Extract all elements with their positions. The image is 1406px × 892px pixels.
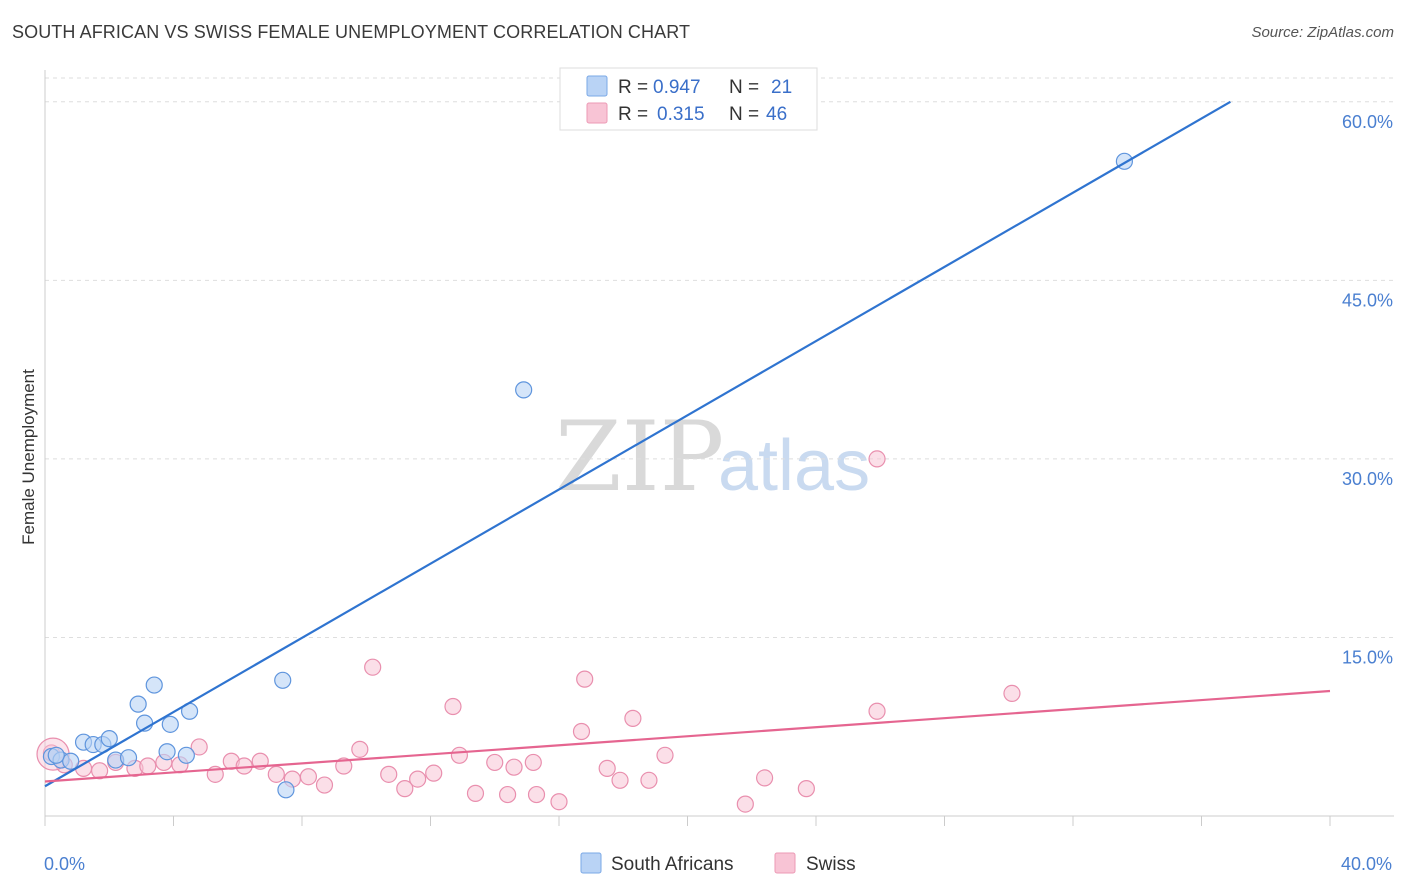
- series-legend: South Africans Swiss: [580, 852, 856, 875]
- swiss-point: [139, 757, 157, 775]
- swiss-point: [640, 771, 658, 789]
- swiss-point: [527, 785, 546, 804]
- axes: [44, 70, 1394, 817]
- south-african-point: [119, 749, 138, 767]
- swiss-trendline: [44, 689, 1331, 783]
- south-african-point: [277, 781, 295, 799]
- swiss-point: [267, 765, 285, 783]
- swiss-point: [190, 738, 208, 756]
- y-tick-labels: 15.0% 30.0% 45.0% 60.0%: [1342, 112, 1393, 668]
- legend-r-value-1: 0.947: [653, 77, 701, 98]
- south-african-point: [129, 695, 147, 713]
- swiss-point: [409, 770, 427, 788]
- bottom-legend-swatch-south-africans: [580, 852, 602, 874]
- swiss-point: [335, 757, 353, 775]
- swiss-point: [797, 780, 815, 798]
- swiss-point: [396, 780, 414, 798]
- y-tick-label: 45.0%: [1342, 290, 1393, 310]
- source-credit: Source: ZipAtlas.com: [1251, 24, 1394, 41]
- legend-r-label-2: R =: [618, 104, 648, 125]
- legend-n-label-1: N =: [729, 77, 759, 98]
- swiss-point: [364, 658, 382, 676]
- bottom-legend-swatch-swiss: [774, 852, 796, 874]
- swiss-point: [736, 795, 754, 813]
- x-ticks: [44, 816, 1331, 826]
- y-axis-title: Female Unemployment: [19, 369, 38, 545]
- swiss-point: [499, 785, 517, 804]
- x-tick-label-min: 0.0%: [44, 854, 85, 874]
- south-african-point: [177, 746, 195, 764]
- y-tick-label: 60.0%: [1342, 112, 1393, 132]
- legend-n-value-2: 46: [766, 104, 787, 125]
- legend-swatch-swiss: [586, 102, 608, 124]
- swiss-point: [505, 758, 523, 776]
- south-african-point: [161, 715, 179, 733]
- swiss-point: [380, 765, 398, 783]
- swiss-point: [1003, 684, 1021, 702]
- swiss-point: [91, 762, 109, 780]
- chart-title: SOUTH AFRICAN VS SWISS FEMALE UNEMPLOYME…: [12, 22, 691, 42]
- swiss-point: [624, 709, 642, 727]
- south-african-points: [42, 152, 1134, 799]
- swiss-point: [572, 722, 591, 741]
- swiss-point: [299, 768, 318, 786]
- watermark-atlas: atlas: [718, 426, 870, 506]
- x-tick-label-max: 40.0%: [1341, 854, 1392, 874]
- trendlines: [44, 100, 1331, 788]
- bottom-legend-label-swiss: Swiss: [806, 854, 856, 875]
- swiss-point: [656, 746, 674, 764]
- grid: [45, 77, 1394, 638]
- swiss-point: [755, 769, 774, 787]
- swiss-point: [466, 784, 485, 802]
- y-tick-label: 15.0%: [1342, 647, 1393, 667]
- south-african-point: [274, 671, 292, 689]
- y-tick-label: 30.0%: [1342, 469, 1393, 489]
- south-african-point: [158, 743, 176, 761]
- legend-r-label-1: R =: [618, 77, 648, 98]
- swiss-point: [450, 746, 469, 764]
- south-african-point: [62, 752, 80, 770]
- swiss-point: [524, 753, 542, 772]
- legend-r-value-2: 0.315: [657, 104, 705, 125]
- swiss-point: [550, 793, 568, 811]
- legend-n-value-1: 21: [771, 77, 792, 98]
- swiss-point: [611, 771, 629, 789]
- legend-n-label-2: N =: [729, 104, 759, 125]
- swiss-point: [868, 450, 886, 468]
- legend-swatch-south-africans: [586, 75, 608, 97]
- swiss-point: [486, 753, 504, 772]
- swiss-point: [444, 697, 462, 716]
- swiss-point: [868, 702, 886, 720]
- bottom-legend-label-south-africans: South Africans: [611, 854, 734, 875]
- south-africans-trendline: [44, 100, 1231, 788]
- swiss-point: [425, 764, 443, 782]
- swiss-point: [315, 776, 334, 794]
- swiss-point: [351, 740, 369, 758]
- swiss-point: [576, 670, 594, 688]
- swiss-point: [598, 759, 616, 777]
- watermark-zip: ZIP: [555, 401, 724, 513]
- correlation-legend: R = 0.947 N = 21 R = 0.315 N = 46: [559, 67, 818, 131]
- south-african-point: [145, 676, 163, 694]
- south-african-point: [100, 730, 118, 748]
- south-african-point: [515, 381, 533, 399]
- south-african-point: [47, 746, 65, 764]
